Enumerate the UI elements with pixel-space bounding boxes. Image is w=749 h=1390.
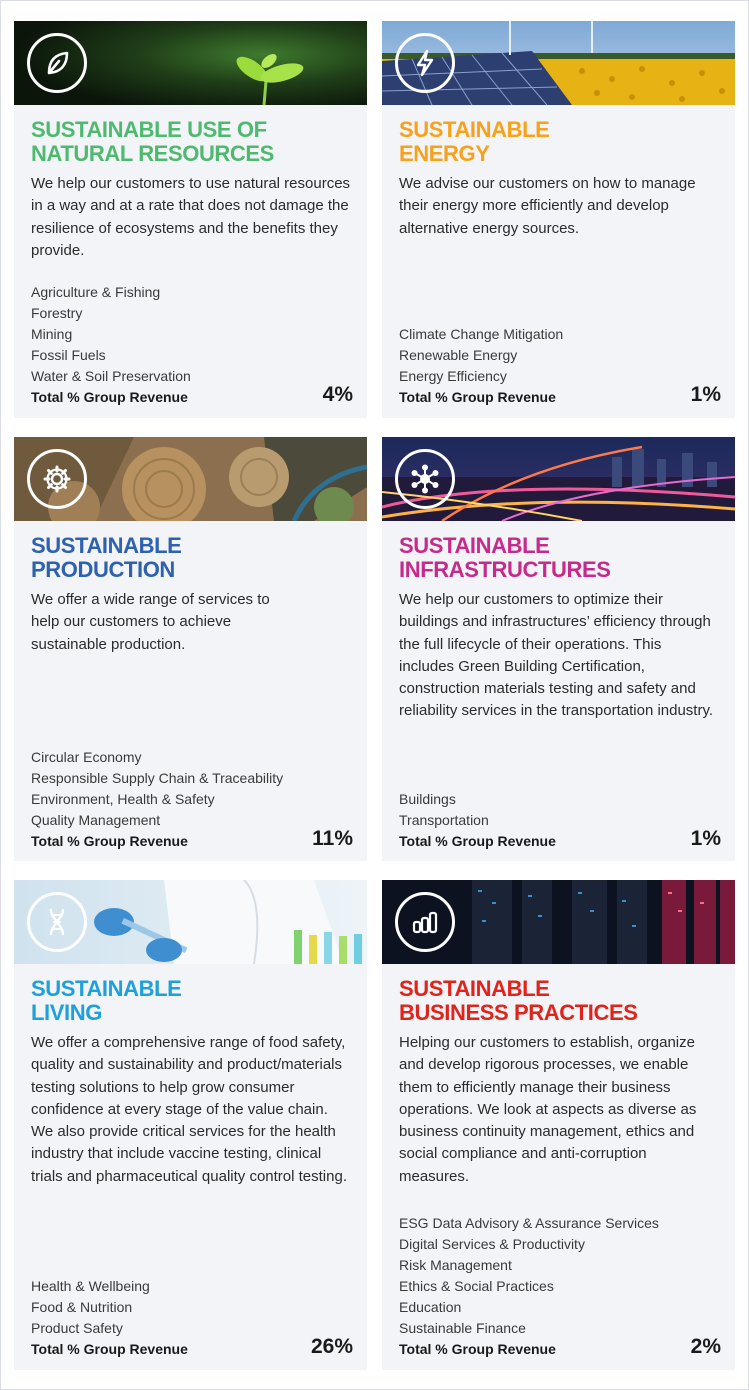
total-value: 11% bbox=[312, 827, 353, 850]
card-description: We help our customers to optimize their … bbox=[399, 591, 714, 720]
card-title: SUSTAINABLE INFRASTRUCTURES bbox=[399, 533, 611, 582]
category-list: Climate Change Mitigation Renewable Ener… bbox=[399, 324, 719, 387]
card-title: SUSTAINABLE USE OF NATURAL RESOURCES bbox=[31, 117, 274, 166]
total-label: Total % Group Revenue bbox=[31, 389, 188, 405]
banner-image-city-highways bbox=[382, 437, 735, 521]
total-row: Total % Group Revenue 26% bbox=[31, 1335, 353, 1359]
list-item: Responsible Supply Chain & Traceability bbox=[31, 770, 284, 786]
category-list: Health & Wellbeing Food & Nutrition Prod… bbox=[31, 1276, 351, 1339]
gear-icon bbox=[27, 449, 87, 509]
list-item: Environment, Health & Safety bbox=[31, 791, 215, 807]
list-item: Climate Change Mitigation bbox=[399, 326, 564, 342]
total-label: Total % Group Revenue bbox=[399, 833, 556, 849]
list-item: Sustainable Finance bbox=[399, 1320, 526, 1336]
category-list: Buildings Transportation bbox=[399, 789, 719, 831]
total-label: Total % Group Revenue bbox=[399, 1341, 556, 1357]
list-item: Risk Management bbox=[399, 1257, 512, 1273]
card-infrastructures: SUSTAINABLE INFRASTRUCTURES We help our … bbox=[382, 437, 735, 861]
banner-image-solar-sunflowers bbox=[382, 21, 735, 105]
list-item: Fossil Fuels bbox=[31, 347, 106, 363]
total-label: Total % Group Revenue bbox=[31, 833, 188, 849]
banner-image-laboratory bbox=[14, 880, 367, 964]
total-label: Total % Group Revenue bbox=[31, 1341, 188, 1357]
bar-chart-icon bbox=[395, 892, 455, 952]
card-description: We offer a comprehensive range of food s… bbox=[31, 1034, 347, 1185]
list-item: Renewable Energy bbox=[399, 347, 518, 363]
banner-image-server-room bbox=[382, 880, 735, 964]
list-item: Energy Efficiency bbox=[399, 368, 507, 384]
list-item: Transportation bbox=[399, 812, 489, 828]
list-item: Circular Economy bbox=[31, 749, 142, 765]
total-label: Total % Group Revenue bbox=[399, 389, 556, 405]
list-item: Agriculture & Fishing bbox=[31, 284, 161, 300]
lightning-bolt-icon bbox=[395, 33, 455, 93]
category-list: Agriculture & Fishing Forestry Mining Fo… bbox=[31, 282, 351, 387]
total-value: 2% bbox=[690, 1335, 721, 1358]
total-row: Total % Group Revenue 1% bbox=[399, 827, 721, 851]
category-list: ESG Data Advisory & Assurance Services D… bbox=[399, 1213, 719, 1339]
category-list: Circular Economy Responsible Supply Chai… bbox=[31, 747, 351, 831]
card-description: We offer a wide range of services to hel… bbox=[31, 591, 270, 653]
list-item: Buildings bbox=[399, 791, 456, 807]
total-row: Total % Group Revenue 2% bbox=[399, 1335, 721, 1359]
leaf-icon bbox=[27, 33, 87, 93]
card-description: We help our customers to use natural res… bbox=[31, 175, 351, 259]
list-item: Quality Management bbox=[31, 812, 161, 828]
card-description: Helping our customers to establish, orga… bbox=[399, 1034, 697, 1185]
list-item: Digital Services & Productivity bbox=[399, 1236, 585, 1252]
list-item: ESG Data Advisory & Assurance Services bbox=[399, 1215, 659, 1231]
card-production: SUSTAINABLE PRODUCTION We offer a wide r… bbox=[14, 437, 367, 861]
card-title: SUSTAINABLE PRODUCTION bbox=[31, 533, 182, 582]
list-item: Ethics & Social Practices bbox=[399, 1278, 554, 1294]
network-hub-icon bbox=[395, 449, 455, 509]
card-energy: SUSTAINABLE ENERGY We advise our custome… bbox=[382, 21, 735, 418]
list-item: Food & Nutrition bbox=[31, 1299, 133, 1315]
total-row: Total % Group Revenue 1% bbox=[399, 383, 721, 407]
card-title: SUSTAINABLE LIVING bbox=[31, 976, 182, 1025]
total-value: 26% bbox=[310, 1335, 353, 1358]
total-value: 1% bbox=[690, 383, 721, 406]
dna-icon bbox=[27, 892, 87, 952]
list-item: Health & Wellbeing bbox=[31, 1278, 150, 1294]
total-value: 4% bbox=[322, 383, 353, 406]
card-business-practices: SUSTAINABLE BUSINESS PRACTICES Helping o… bbox=[382, 880, 735, 1370]
list-item: Mining bbox=[31, 326, 73, 342]
list-item: Forestry bbox=[31, 305, 83, 321]
total-value: 1% bbox=[690, 827, 721, 850]
list-item: Product Safety bbox=[31, 1320, 123, 1336]
card-description: We advise our customers on how to manage… bbox=[399, 175, 696, 237]
banner-image-seedling bbox=[14, 21, 367, 105]
list-item: Education bbox=[399, 1299, 462, 1315]
total-row: Total % Group Revenue 11% bbox=[31, 827, 353, 851]
card-natural-resources: SUSTAINABLE USE OF NATURAL RESOURCES We … bbox=[14, 21, 367, 418]
card-title: SUSTAINABLE BUSINESS PRACTICES bbox=[399, 976, 638, 1025]
banner-image-aerial-fields bbox=[14, 437, 367, 521]
list-item: Water & Soil Preservation bbox=[31, 368, 191, 384]
card-title: SUSTAINABLE ENERGY bbox=[399, 117, 550, 166]
total-row: Total % Group Revenue 4% bbox=[31, 383, 353, 407]
card-living: SUSTAINABLE LIVING We offer a comprehens… bbox=[14, 880, 367, 1370]
